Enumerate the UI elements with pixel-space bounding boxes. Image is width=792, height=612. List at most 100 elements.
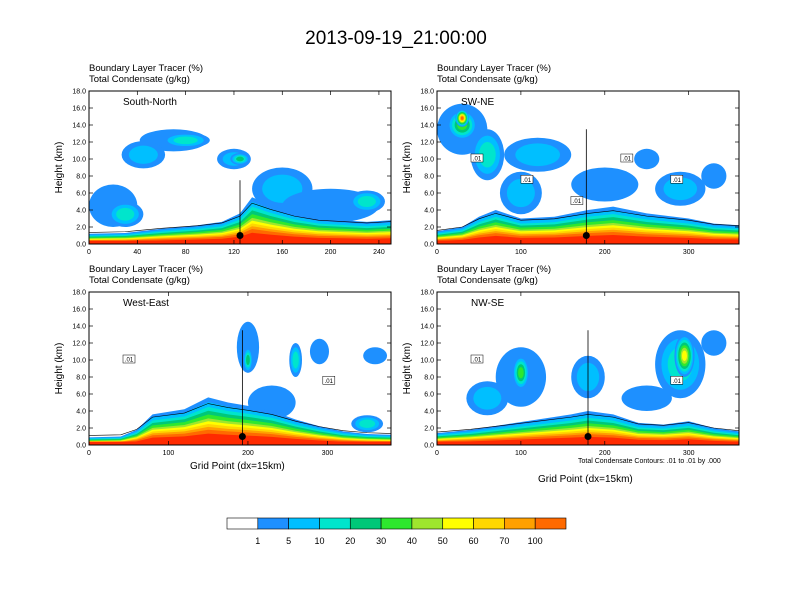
x-tick-label: 160 xyxy=(276,249,288,256)
header-line2: Total Condensate (g/kg) xyxy=(89,275,190,286)
y-tick-label: 2.0 xyxy=(76,426,86,433)
panel-south-north: 0.0 2.0 4.0 6.0 8.0 10.0 12.0 14.0 16.0 18.0 0 40 80… xyxy=(54,89,392,256)
panel-name: NW-SE xyxy=(471,298,504,309)
x-tick-label: 200 xyxy=(599,450,611,457)
surface-layer xyxy=(89,441,391,445)
cloud-layer xyxy=(173,136,198,145)
contour-label-box xyxy=(122,354,136,364)
contour-label-box xyxy=(620,153,634,163)
condensate-contour xyxy=(437,210,739,231)
x-tick-label: 200 xyxy=(242,450,254,457)
contour-label: .01 xyxy=(325,379,334,385)
x-tick-label: 0 xyxy=(435,450,439,457)
cloud-layer xyxy=(460,116,464,120)
y-tick-label: 14.0 xyxy=(72,123,86,130)
cloud-layer xyxy=(621,385,672,411)
y-tick-label: 0.0 xyxy=(76,242,86,249)
cloud-layer xyxy=(357,195,376,208)
y-tick-label: 6.0 xyxy=(424,392,434,399)
contour-label: .01 xyxy=(673,178,682,184)
cloud-layer xyxy=(309,338,330,365)
y-tick-label: 16.0 xyxy=(72,106,86,113)
contour-label-box xyxy=(670,175,684,184)
y-tick-label: 0.0 xyxy=(424,242,434,249)
y-tick-label: 8.0 xyxy=(424,174,434,181)
y-tick-label: 4.0 xyxy=(76,208,86,215)
y-tick-label: 10.0 xyxy=(420,358,434,365)
contour-label: .01 xyxy=(125,358,134,364)
x-tick-label: 100 xyxy=(163,450,175,457)
header-line1: Boundary Layer Tracer (%) xyxy=(437,264,552,275)
x-axis-title-nw-se: Grid Point (dx=15km) xyxy=(538,474,633,485)
x-tick-label: 200 xyxy=(599,249,611,256)
y-tick-label: 6.0 xyxy=(76,191,86,198)
y-axis-title: Height (km) xyxy=(402,142,413,194)
contour-label-box xyxy=(670,376,684,385)
y-tick-label: 2.0 xyxy=(424,225,434,232)
section-marker-dot xyxy=(236,232,244,239)
cloud-layer xyxy=(292,351,299,369)
header-line2: Total Condensate (g/kg) xyxy=(437,275,538,286)
cloud-layer xyxy=(473,386,502,410)
panel-header-nw-se: Boundary Layer Tracer (%) Total Condensa… xyxy=(437,264,551,286)
contour-label-box xyxy=(520,175,534,184)
x-tick-label: 0 xyxy=(87,450,91,457)
contour-label: .01 xyxy=(523,178,532,184)
contour-label: .01 xyxy=(673,379,682,385)
x-tick-label: 80 xyxy=(182,249,190,256)
y-tick-label: 18.0 xyxy=(72,290,86,297)
x-tick-label: 40 xyxy=(133,249,141,256)
cloud-layer xyxy=(506,178,535,208)
contour-label: .01 xyxy=(623,157,632,163)
condensate-contour xyxy=(437,414,739,433)
plot-frame xyxy=(88,291,392,446)
x-tick-label: 300 xyxy=(322,450,334,457)
y-tick-label: 4.0 xyxy=(424,208,434,215)
y-tick-label: 16.0 xyxy=(420,106,434,113)
section-marker-dot xyxy=(584,433,592,440)
y-tick-label: 8.0 xyxy=(76,375,86,382)
contour-note: Total Condensate Contours: .01 to .01 by… xyxy=(578,458,721,465)
panel-name: West-East xyxy=(123,298,169,309)
cloud-layer xyxy=(634,148,660,170)
y-tick-label: 14.0 xyxy=(420,324,434,331)
tracer-field xyxy=(89,129,391,244)
x-tick-label: 200 xyxy=(325,249,337,256)
y-tick-label: 14.0 xyxy=(420,123,434,130)
y-tick-label: 2.0 xyxy=(424,426,434,433)
surface-layer xyxy=(437,240,739,244)
y-tick-label: 8.0 xyxy=(424,375,434,382)
x-axis-title-west-east: Grid Point (dx=15km) xyxy=(190,461,285,472)
y-tick-label: 10.0 xyxy=(420,157,434,164)
y-tick-label: 14.0 xyxy=(72,324,86,331)
panel-west-east: .01 .01 0.0 2.0 4.0 6.0 8.0 10.0 12.0 14.0 16.0 18.… xyxy=(54,290,392,457)
figure-title: 2013-09-19_21:00:00 xyxy=(305,28,487,49)
y-tick-label: 16.0 xyxy=(72,307,86,314)
panel-header-west-east: Boundary Layer Tracer (%) Total Condensa… xyxy=(89,264,203,286)
cloud-layer xyxy=(246,354,250,366)
cloud-layer xyxy=(363,347,388,365)
contour-label: .01 xyxy=(473,358,482,364)
x-tick-label: 0 xyxy=(87,249,91,256)
y-tick-label: 6.0 xyxy=(424,191,434,198)
header-line1: Boundary Layer Tracer (%) xyxy=(437,63,552,74)
y-axis-title: Height (km) xyxy=(54,343,65,395)
plot-frame xyxy=(88,90,392,245)
cloud-layer xyxy=(515,143,561,167)
condensate-contour xyxy=(89,403,391,436)
x-tick-label: 300 xyxy=(683,450,695,457)
contour-label-box xyxy=(570,196,584,205)
panel-header-sw-ne: Boundary Layer Tracer (%) Total Condensa… xyxy=(437,63,551,85)
panel-sw-ne: .01 .01 .01 .01 .01 0.0 2.0 4.0 6.0 8.0 10.0 12.0 14… xyxy=(402,89,740,256)
y-tick-label: 12.0 xyxy=(72,341,86,348)
contour-label-box xyxy=(322,376,336,385)
y-tick-label: 8.0 xyxy=(76,174,86,181)
tracer-field xyxy=(437,330,739,445)
y-axis-title: Height (km) xyxy=(54,142,65,194)
section-marker-dot xyxy=(238,433,246,440)
y-tick-label: 12.0 xyxy=(420,341,434,348)
header-line1: Boundary Layer Tracer (%) xyxy=(89,264,204,275)
y-tick-label: 0.0 xyxy=(424,443,434,450)
y-tick-label: 2.0 xyxy=(76,225,86,232)
